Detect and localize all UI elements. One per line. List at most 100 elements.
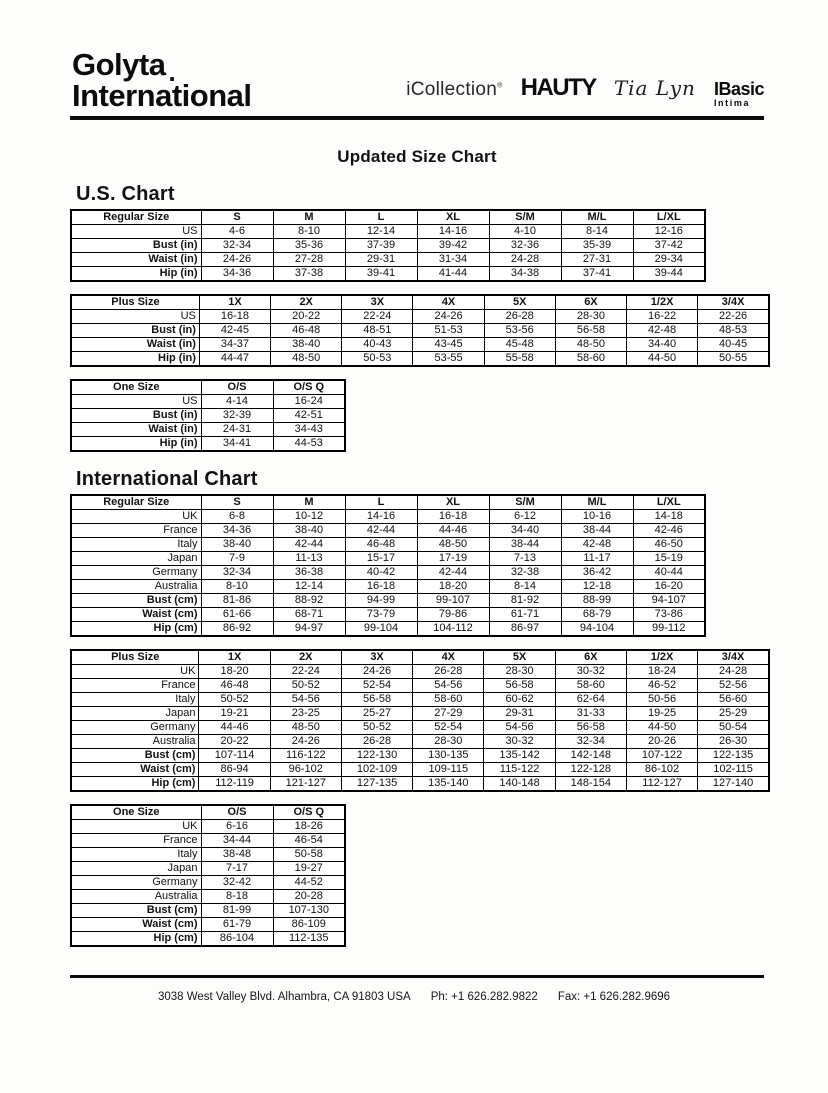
size-cell: 20-22 [270, 309, 343, 324]
size-cell: 38-40 [270, 337, 343, 352]
size-cell: 26-28 [412, 664, 485, 679]
size-cell: 42-44 [344, 523, 418, 538]
column-header: S/M [488, 209, 562, 225]
size-cell: 18-24 [625, 664, 699, 679]
size-cell: 109-115 [412, 762, 485, 777]
size-cell: 94-97 [272, 621, 346, 637]
table-row: Bust (in) 32-34 35-36 37-39 39-42 32-36 35-39 3… [70, 238, 706, 253]
size-cell: 99-112 [632, 621, 706, 637]
column-header: 1/2X [626, 294, 699, 310]
size-cell: 135-142 [483, 748, 556, 763]
size-cell: 31-33 [554, 706, 627, 721]
table-row: UK 6-16 18-26 [70, 819, 346, 834]
size-cell: 18-20 [416, 579, 490, 594]
header: Golyta. International iCollection® HAUTY… [0, 0, 828, 111]
header-divider [70, 116, 764, 120]
size-cell: 30-32 [554, 664, 627, 679]
size-cell: 40-45 [697, 337, 770, 352]
size-cell: 8-14 [488, 579, 562, 594]
size-cell: 130-135 [412, 748, 485, 763]
row-label: Japan [70, 861, 202, 876]
column-header: 1X [198, 294, 272, 310]
size-cell: 116-122 [269, 748, 342, 763]
size-cell: 46-48 [270, 323, 343, 338]
size-cell: 94-99 [344, 593, 418, 608]
footer-address: 3038 West Valley Blvd. Alhambra, CA 9180… [157, 991, 411, 1003]
size-cell: 34-41 [200, 436, 274, 452]
size-cell: 34-44 [200, 833, 274, 848]
size-cell: 31-34 [416, 252, 490, 267]
column-header: 6X [554, 294, 628, 310]
table-row: Waist (in) 24-31 34-43 [70, 422, 346, 437]
size-cell: 94-104 [560, 621, 634, 637]
size-table: Plus Size 1X 2X 3X 4X 5X 6X 1/2X 3/4X US 16-18 20-2… [70, 294, 770, 367]
size-cell: 48-51 [341, 323, 414, 338]
size-cell: 58-60 [554, 351, 628, 367]
size-cell: 102-109 [340, 762, 414, 777]
size-cell: 73-79 [344, 607, 418, 622]
size-cell: 50-54 [697, 720, 770, 735]
size-cell: 48-53 [697, 323, 770, 338]
size-cell: 50-52 [269, 678, 342, 693]
column-header: 2X [270, 294, 343, 310]
size-cell: 44-53 [272, 436, 346, 452]
size-cell: 81-92 [488, 593, 562, 608]
size-cell: 8-18 [200, 889, 274, 904]
row-label: UK [70, 664, 200, 679]
size-cell: 16-18 [198, 309, 272, 324]
size-cell: 86-104 [200, 931, 274, 947]
column-header: O/S [200, 379, 274, 395]
column-header: 2X [269, 649, 342, 665]
logo-line-2: International [72, 78, 252, 113]
size-cell: 86-94 [198, 762, 271, 777]
size-cell: 17-19 [416, 551, 490, 566]
row-label: Bust (in) [70, 323, 200, 338]
size-cell: 27-28 [272, 252, 346, 267]
size-cell: 38-44 [560, 523, 634, 538]
size-cell: 28-30 [483, 664, 556, 679]
size-cell: 38-48 [200, 847, 274, 862]
size-table: One Size O/S O/S Q UK 6-16 18-26 France 34-44 46… [70, 804, 346, 947]
table-header-row: One Size O/S O/S Q [70, 804, 346, 820]
row-label: UK [70, 509, 202, 524]
size-cell: 32-34 [554, 734, 627, 749]
size-cell: 99-104 [344, 621, 418, 637]
table-row: UK 6-8 10-12 14-16 16-18 6-12 10-16 14-18 [70, 509, 706, 524]
row-label: Hip (cm) [70, 931, 202, 947]
row-label: Waist (cm) [70, 917, 202, 932]
icollection-wordmark: iCollection [406, 79, 498, 100]
size-cell: 6-8 [200, 509, 274, 524]
size-cell: 44-50 [626, 351, 699, 367]
size-cell: 32-36 [488, 238, 562, 253]
column-header: O/S Q [272, 379, 346, 395]
size-cell: 35-39 [560, 238, 634, 253]
ibasic-intima-logo: IBasic Intima [714, 80, 765, 108]
size-cell: 30-32 [483, 734, 556, 749]
logo-text-golyta: Golyta [72, 47, 166, 82]
size-cell: 24-31 [200, 422, 274, 437]
row-label: Germany [70, 875, 202, 890]
size-cell: 86-102 [625, 762, 699, 777]
column-header: L [344, 209, 418, 225]
size-cell: 44-52 [272, 875, 346, 890]
column-header: XL [416, 494, 490, 510]
size-cell: 25-29 [697, 706, 770, 721]
table-corner-label: Regular Size [70, 209, 202, 225]
size-cell: 42-45 [198, 323, 272, 338]
size-cell: 40-42 [344, 565, 418, 580]
size-cell: 18-20 [198, 664, 271, 679]
page-title: Updated Size Chart [337, 147, 497, 166]
size-cell: 122-135 [697, 748, 770, 763]
size-cell: 52-56 [697, 678, 770, 693]
size-cell: 24-26 [200, 252, 274, 267]
size-cell: 68-71 [272, 607, 346, 622]
table-row: Australia 8-18 20-28 [70, 889, 346, 904]
table-row: Waist (cm) 61-79 86-109 [70, 917, 346, 932]
column-header: 6X [554, 649, 627, 665]
size-cell: 26-28 [340, 734, 414, 749]
size-table: One Size O/S O/S Q US 4-14 16-24 Bust (in) 32-3… [70, 379, 346, 452]
column-header: 3X [341, 294, 414, 310]
column-header: L [344, 494, 418, 510]
size-cell: 61-71 [488, 607, 562, 622]
size-cell: 14-16 [344, 509, 418, 524]
